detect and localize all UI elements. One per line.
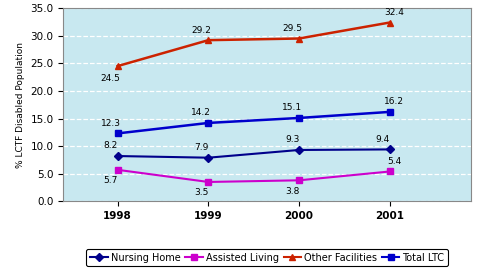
Text: 14.2: 14.2 xyxy=(191,108,211,118)
Line: Other Facilities: Other Facilities xyxy=(114,19,393,70)
Text: 29.2: 29.2 xyxy=(191,26,211,35)
Line: Total LTC: Total LTC xyxy=(114,109,393,137)
Nursing Home xyxy=(387,148,393,151)
Other Facilities xyxy=(296,37,302,40)
Text: 12.3: 12.3 xyxy=(101,119,121,128)
Legend: Nursing Home, Assisted Living, Other Facilities, Total LTC: Nursing Home, Assisted Living, Other Fac… xyxy=(87,249,448,266)
Total LTC xyxy=(206,121,211,125)
Other Facilities xyxy=(387,21,393,24)
Y-axis label: % LCTF Disabled Population: % LCTF Disabled Population xyxy=(16,42,25,168)
Assisted Living xyxy=(387,170,393,173)
Line: Assisted Living: Assisted Living xyxy=(115,167,393,185)
Total LTC xyxy=(296,116,302,120)
Other Facilities xyxy=(206,39,211,42)
Text: 15.1: 15.1 xyxy=(282,103,302,112)
Text: 9.4: 9.4 xyxy=(376,135,390,144)
Text: 3.8: 3.8 xyxy=(285,187,299,196)
Text: 3.5: 3.5 xyxy=(194,188,208,197)
Text: 16.2: 16.2 xyxy=(384,97,404,106)
Text: 7.9: 7.9 xyxy=(194,143,208,152)
Total LTC xyxy=(387,110,393,113)
Text: 9.3: 9.3 xyxy=(285,135,299,144)
Text: 5.4: 5.4 xyxy=(387,157,401,166)
Nursing Home xyxy=(115,154,121,158)
Assisted Living xyxy=(206,180,211,184)
Assisted Living xyxy=(115,168,121,171)
Assisted Living xyxy=(296,179,302,182)
Text: 29.5: 29.5 xyxy=(282,24,302,33)
Other Facilities xyxy=(115,64,121,68)
Text: 5.7: 5.7 xyxy=(104,176,118,185)
Nursing Home xyxy=(296,148,302,152)
Nursing Home xyxy=(206,156,211,159)
Line: Nursing Home: Nursing Home xyxy=(115,147,393,160)
Total LTC xyxy=(115,132,121,135)
Text: 32.4: 32.4 xyxy=(384,8,404,17)
Text: 24.5: 24.5 xyxy=(101,74,121,83)
Text: 8.2: 8.2 xyxy=(104,141,118,150)
